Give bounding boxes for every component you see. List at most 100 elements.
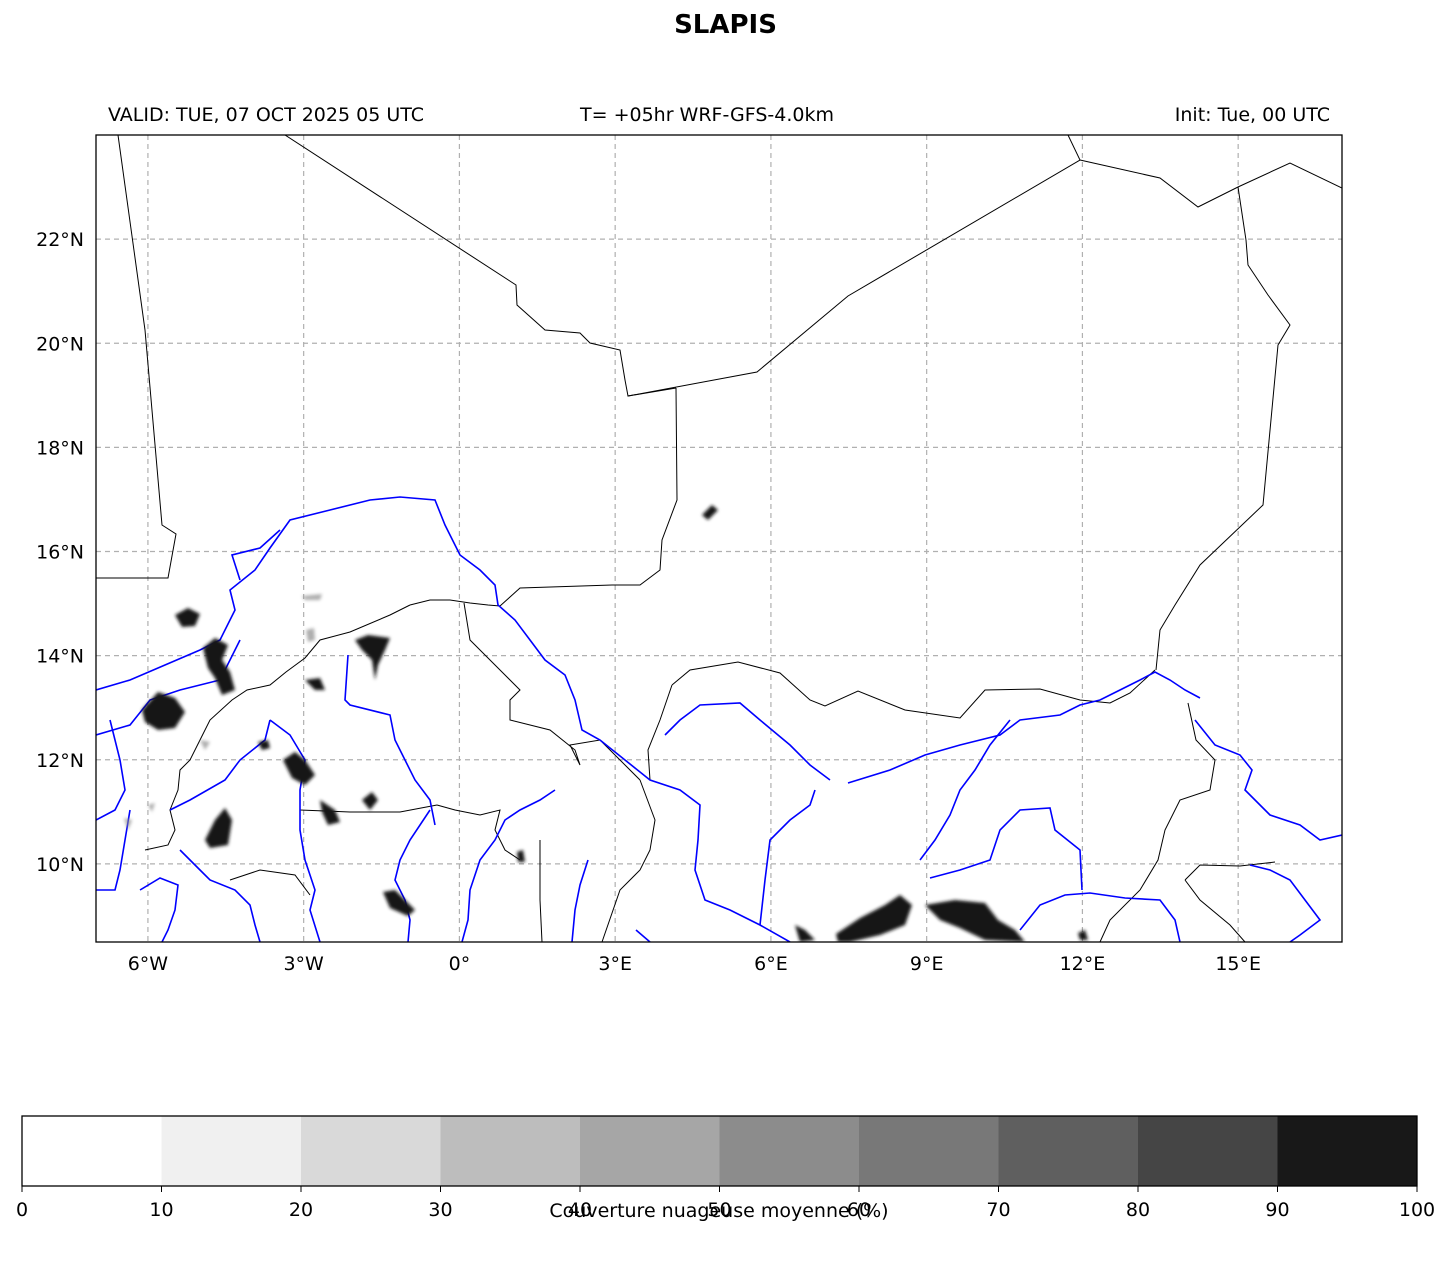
latitude-ticks: 10°N 12°N 14°N 16°N 18°N 20°N 22°N (36, 229, 84, 876)
lon-tick-label: 15°E (1215, 953, 1261, 975)
cloud-patch (320, 800, 340, 825)
ghana-togo-border (436, 804, 521, 861)
algeria-mali-border (284, 135, 677, 397)
cloud-patch (702, 505, 718, 520)
cloud-patch (203, 638, 235, 695)
colorbar-tick-label: 50 (707, 1199, 731, 1221)
cloud-patch (302, 594, 322, 600)
niger-inner-delta-branch (230, 529, 281, 581)
colorbar-tick-label: 30 (428, 1199, 452, 1221)
cote-ivoire-border (229, 869, 311, 896)
longitude-ticks: 6°W 3°W 0° 3°E 6°E 9°E 12°E 15°E (128, 953, 1261, 975)
cloud-patch (383, 890, 415, 916)
black-volta (169, 719, 271, 811)
lon-tick-label: 6°W (128, 953, 169, 975)
cloud-cover-light (124, 594, 322, 830)
libya-borders (1079, 159, 1342, 208)
lat-tick-label: 10°N (36, 854, 84, 876)
cloud-patch (1078, 930, 1088, 940)
oti-river (461, 789, 556, 942)
lat-tick-label: 20°N (36, 333, 84, 355)
lon-tick-label: 0° (449, 953, 471, 975)
lon-tick-label: 3°W (283, 953, 324, 975)
colorbar-segment (440, 1116, 581, 1186)
cloud-patch (142, 692, 185, 730)
river-east-nigeria (929, 807, 1083, 891)
lat-tick-label: 14°N (36, 646, 84, 668)
sokoto-river (664, 702, 831, 781)
cloud-patch (148, 803, 155, 812)
cloud-patch (517, 850, 525, 862)
benin-nigeria-border (601, 779, 656, 942)
niger-river (96, 496, 791, 942)
country-borders (96, 135, 1342, 942)
colorbar-segment (1277, 1116, 1418, 1186)
cloud-patch (305, 678, 325, 690)
colorbar-segment (161, 1116, 302, 1186)
togo-benin-border (539, 840, 543, 942)
nigeria-ne-river (1019, 892, 1181, 942)
lon-tick-label: 9°E (910, 953, 944, 975)
lat-tick-label: 22°N (36, 229, 84, 251)
volta-west (269, 719, 321, 942)
lat-tick-label: 18°N (36, 437, 84, 459)
colorbar-tick-label: 70 (986, 1199, 1010, 1221)
algeria-niger-border (627, 135, 1081, 397)
mali-niger-border (409, 387, 678, 607)
colorbar-segment (580, 1116, 720, 1186)
cloud-patch (200, 740, 210, 750)
sassandra-river (96, 719, 126, 821)
colorbar-tick-label: 0 (16, 1199, 28, 1221)
niger-chad-border (1155, 186, 1291, 671)
colorbar-tick-label: 100 (1399, 1199, 1435, 1221)
nigeria-east-border (647, 684, 673, 781)
colorbar-tick-label: 60 (847, 1199, 871, 1221)
ivory-south-river (139, 877, 179, 942)
colorbar-tick-label: 10 (149, 1199, 173, 1221)
cloud-patch (355, 635, 390, 680)
river-south-benue (635, 929, 651, 942)
colorbar-segment (859, 1116, 999, 1186)
cloud-patch (925, 900, 1025, 942)
bandama-river (96, 809, 131, 891)
lon-tick-label: 3°E (598, 953, 632, 975)
gongola-river (919, 719, 1011, 861)
init-time-label: Init: Tue, 00 UTC (1174, 104, 1330, 126)
cloud-patch (205, 808, 232, 848)
cloud-patch (175, 608, 200, 627)
colorbar-tick-label: 80 (1126, 1199, 1150, 1221)
colorbar-label: Couverture nuageuse moyenne (%) (549, 1200, 888, 1222)
ghana-east-river (394, 809, 431, 942)
lon-tick-label: 6°E (754, 953, 788, 975)
comoe-river (179, 849, 261, 942)
colorbar-tick-label: 40 (568, 1199, 592, 1221)
senegal-river-east (96, 639, 241, 736)
gridlines (96, 135, 1342, 942)
forecast-hour-label: T= +05hr WRF-GFS-4.0km (580, 104, 834, 126)
mono-river (571, 859, 589, 942)
cloud-patch (283, 752, 315, 785)
map-title: SLAPIS (674, 10, 777, 40)
logone-river (1194, 719, 1342, 841)
cloud-patch (836, 895, 912, 942)
niger-nigeria-border (671, 661, 1156, 719)
rivers (96, 496, 1342, 942)
map-frame (95, 134, 1343, 943)
benue-river (847, 671, 1201, 784)
shari-river (1249, 864, 1322, 942)
colorbar-segment (1138, 1116, 1278, 1186)
colorbar-segment (301, 1116, 441, 1186)
colorbar: 0 10 20 30 40 50 60 70 80 90 100 (16, 1115, 1435, 1221)
white-volta (344, 654, 436, 826)
nigeria-cameroon-border (1099, 702, 1216, 942)
cloud-patch (258, 740, 270, 750)
lat-tick-label: 12°N (36, 750, 84, 772)
lat-tick-label: 16°N (36, 542, 84, 564)
burkina-faso-borders (144, 604, 411, 851)
colorbar-segment (719, 1116, 860, 1186)
colorbar-segment (22, 1116, 162, 1186)
colorbar-tick-label: 90 (1265, 1199, 1289, 1221)
mauritania-mali-border (96, 135, 177, 579)
lon-tick-label: 12°E (1060, 953, 1106, 975)
